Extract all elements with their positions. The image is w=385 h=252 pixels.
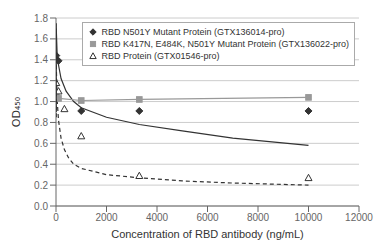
svg-text:1.6: 1.6	[34, 33, 48, 44]
html-text:RBD K417N, E484K, N501Y Mutant: RBD K417N, E484K, N501Y Mutant Protein (…	[101, 39, 349, 49]
svg-text:1.4: 1.4	[34, 54, 48, 65]
svg-text:0.4: 0.4	[34, 159, 48, 170]
svg-text:0: 0	[53, 212, 59, 223]
svg-text:OD₄₅₀: OD₄₅₀	[10, 96, 23, 127]
svg-text:10000: 10000	[295, 212, 323, 223]
svg-text:1.0: 1.0	[34, 96, 48, 107]
svg-text:6000: 6000	[196, 212, 219, 223]
svg-text:0.8: 0.8	[34, 117, 48, 128]
svg-text:0.2: 0.2	[34, 180, 48, 191]
svg-text:0.0: 0.0	[34, 201, 48, 212]
svg-text:1.8: 1.8	[34, 13, 48, 24]
svg-text:8000: 8000	[247, 212, 270, 223]
svg-text:0.6: 0.6	[34, 138, 48, 149]
html-text:RBD N501Y Mutant Protein (GTX1: RBD N501Y Mutant Protein (GTX136014-pro)	[101, 27, 285, 37]
svg-text:2000: 2000	[95, 212, 118, 223]
svg-text:Concentration of RBD antibody: Concentration of RBD antibody (ng/mL)	[111, 228, 304, 240]
html-text:RBD Protein (GTX01546-pro): RBD Protein (GTX01546-pro)	[101, 51, 220, 61]
svg-text:1.2: 1.2	[34, 75, 48, 86]
svg-text:4000: 4000	[146, 212, 169, 223]
svg-text:12000: 12000	[345, 212, 373, 223]
